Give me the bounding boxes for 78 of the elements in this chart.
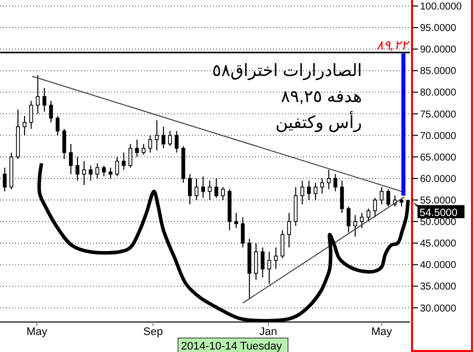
candlestick <box>154 120 159 151</box>
candlestick <box>240 216 245 248</box>
candlestick <box>333 174 338 192</box>
candlestick <box>221 186 225 200</box>
candlestick <box>68 143 73 175</box>
x-tick-label: Sep <box>143 326 163 338</box>
candlestick <box>162 126 166 149</box>
annotation: هدفه ٨٩,٢٥ <box>280 87 362 106</box>
candlestick <box>122 152 126 170</box>
y-tick-label: 85.0000 <box>420 66 457 78</box>
candlestick <box>380 186 384 205</box>
candlestick <box>260 246 265 278</box>
ref-line-label: ٨٩,٢٢ <box>376 37 410 52</box>
candlestick <box>280 230 284 259</box>
candlestick <box>62 128 66 160</box>
candlestick <box>22 115 26 136</box>
candlestick <box>346 206 350 233</box>
x-tick-label: May <box>26 326 48 338</box>
candlestick <box>188 174 192 205</box>
candlestick <box>373 197 377 218</box>
y-tick-label: 60.0000 <box>420 174 457 185</box>
candlestick <box>36 74 40 114</box>
candlestick <box>194 178 198 200</box>
x-tick-label: Jan <box>259 326 278 338</box>
candlestick <box>353 214 358 238</box>
candlestick <box>42 87 46 112</box>
candlestick <box>148 134 152 154</box>
y-tick-label: 80.0000 <box>420 88 457 99</box>
candlestick <box>208 180 212 200</box>
y-tick-label: 100.0000 <box>420 2 462 12</box>
y-tick-label: 45.0000 <box>420 238 457 250</box>
candlestick <box>2 167 7 192</box>
y-tick-label: 90.0000 <box>420 44 457 56</box>
text: 2014-10-14 Tuesday <box>181 340 282 352</box>
candlestick <box>82 160 86 186</box>
candlestick <box>234 212 238 229</box>
candlestick <box>135 139 139 158</box>
candlestick <box>386 188 390 207</box>
candlestick <box>76 156 80 182</box>
candlestick <box>314 182 318 200</box>
candlestick <box>95 162 100 179</box>
candlestick <box>320 178 324 194</box>
x-tick-label: May <box>371 326 393 338</box>
annotation: 54.5000 <box>420 206 458 219</box>
candlestick <box>214 178 218 198</box>
annotation: الصادرارات اختراق٥٨ <box>212 61 362 81</box>
y-tick-label: 40.0000 <box>420 260 457 272</box>
candlestick <box>300 180 304 205</box>
candlestick <box>267 251 272 285</box>
candlestick <box>115 156 120 177</box>
annotation: رأس وكتفين <box>275 111 362 133</box>
candlestick <box>201 176 206 198</box>
candlestick <box>29 100 34 130</box>
candlestick <box>366 208 370 222</box>
candlestick <box>56 115 60 136</box>
candlestick <box>88 165 93 182</box>
y-tick-label: 75.0000 <box>420 109 457 120</box>
candlestick <box>108 167 112 179</box>
y-tick-label: 55.0000 <box>420 195 457 206</box>
candlestick <box>254 242 258 280</box>
candlestick <box>142 143 146 156</box>
y-tick-label: 65.0000 <box>420 152 457 164</box>
candlestick <box>360 212 364 229</box>
y-tick-label: 70.0000 <box>420 130 457 142</box>
candlestick <box>307 180 311 200</box>
candlestick <box>326 169 331 190</box>
candlestick <box>287 212 291 248</box>
candlestick <box>128 143 132 168</box>
y-tick-label: 50.0000 <box>420 217 457 228</box>
candlestick <box>174 130 179 154</box>
candlestick <box>340 180 344 214</box>
candlestick <box>274 246 278 270</box>
candlestick <box>49 100 53 123</box>
y-tick-label: 95.0000 <box>420 23 457 34</box>
y-tick-label: 35.0000 <box>420 282 457 293</box>
y-tick-label: 30.0000 <box>420 303 457 314</box>
candlestick <box>102 165 106 177</box>
candlestick <box>168 130 172 147</box>
